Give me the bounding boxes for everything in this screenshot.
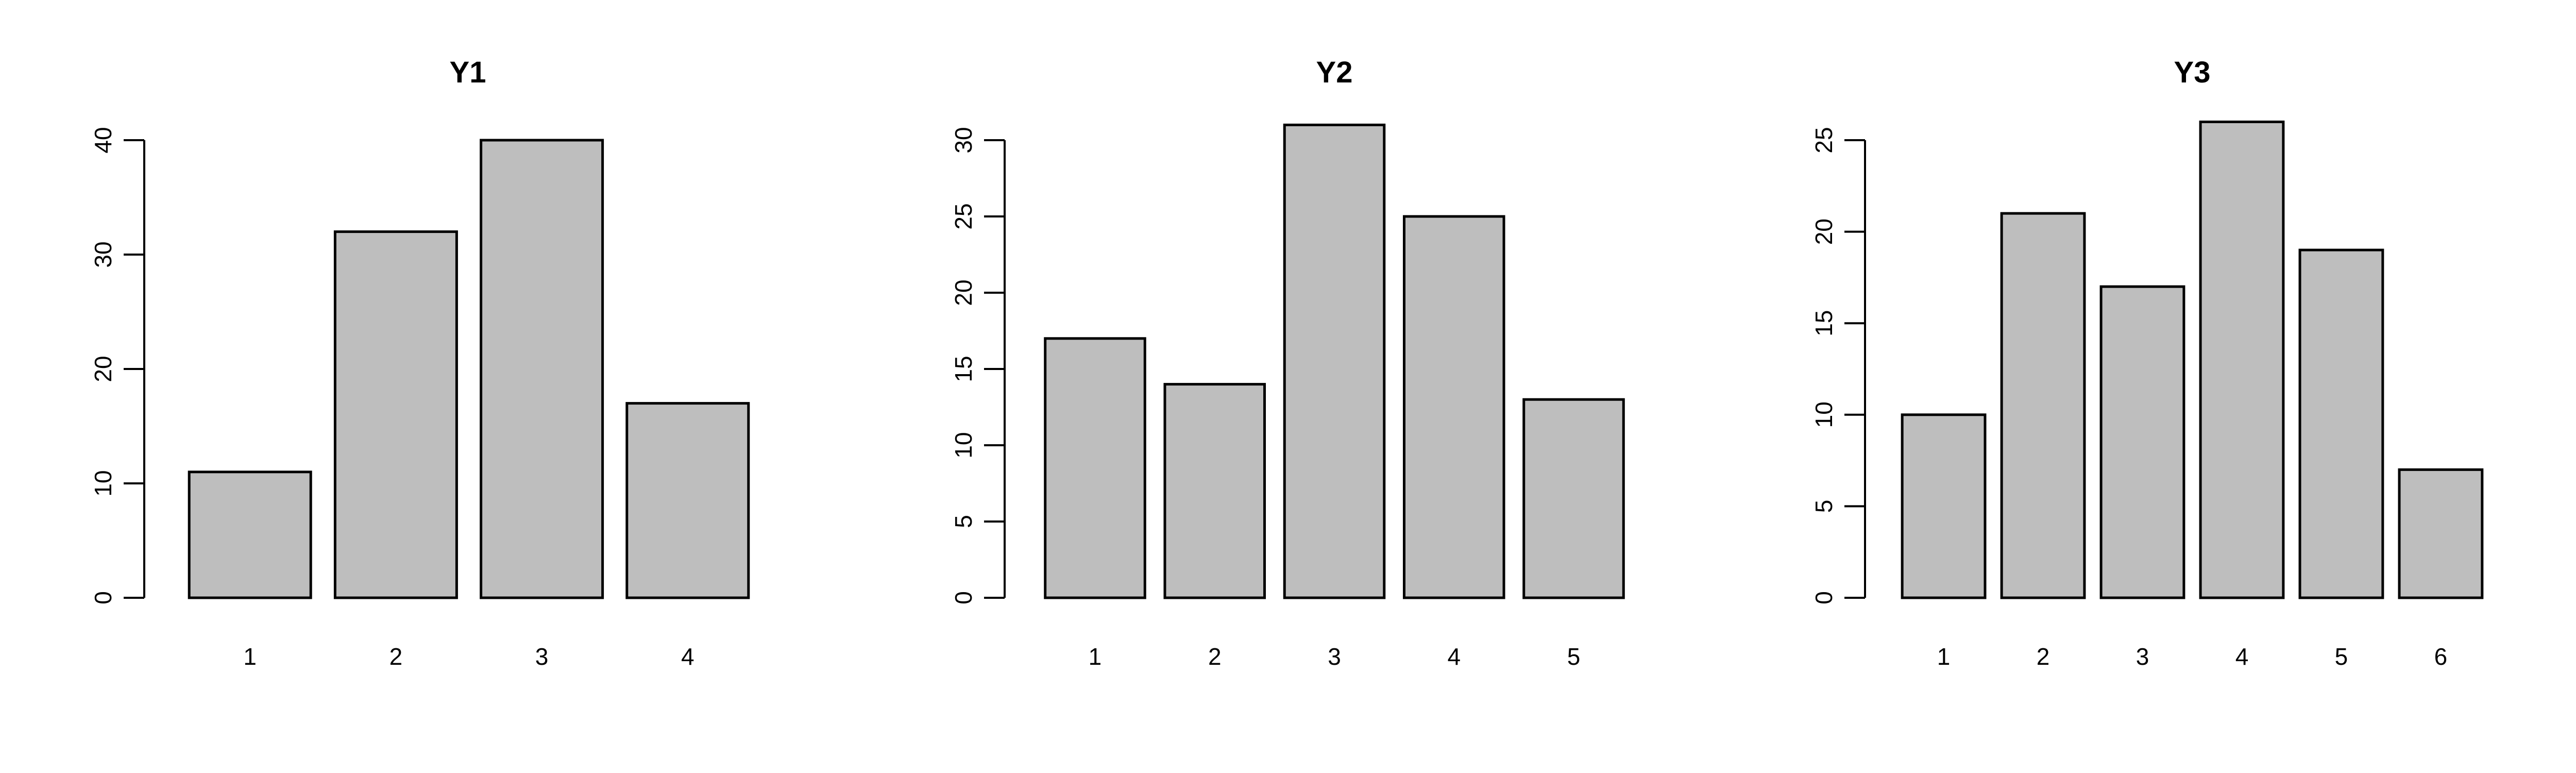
y-tick-label: 10 xyxy=(90,470,116,496)
x-category-label: 1 xyxy=(243,643,257,670)
chart-panel-2: Y2 0 5 10 15 20 25 30 1 2 3 4 5 xyxy=(950,56,1625,670)
y-tick-label: 20 xyxy=(90,356,116,382)
x-category-label: 3 xyxy=(2136,643,2149,670)
y-tick-label: 30 xyxy=(950,127,977,153)
y-tick-label: 10 xyxy=(950,432,977,458)
x-category-label: 6 xyxy=(2434,643,2448,670)
x-category-label: 4 xyxy=(2235,643,2249,670)
chart-title: Y3 xyxy=(2174,56,2211,89)
bar-4 xyxy=(2199,120,2285,599)
x-category-label: 5 xyxy=(2335,643,2348,670)
chart-title: Y1 xyxy=(450,56,486,89)
chart-panel-3: Y3 0 5 10 15 20 25 1 2 3 4 5 6 xyxy=(1810,56,2484,670)
y-tick-label: 25 xyxy=(950,203,977,229)
bar-4 xyxy=(1402,215,1505,599)
x-category-label: 1 xyxy=(1937,643,1951,670)
x-category-label: 5 xyxy=(1567,643,1581,670)
bar-5 xyxy=(1522,398,1625,599)
bar-1 xyxy=(1044,337,1146,599)
y-tick-label: 0 xyxy=(1810,591,1837,604)
y-tick-label: 25 xyxy=(1810,127,1837,153)
x-category-label: 3 xyxy=(1328,643,1341,670)
y-tick-label: 40 xyxy=(90,127,116,153)
bar-2 xyxy=(2000,212,2086,599)
y-tick-label: 30 xyxy=(90,241,116,267)
bar-2 xyxy=(1163,383,1266,599)
y-tick-label: 0 xyxy=(90,591,116,604)
bar-5 xyxy=(2298,248,2384,599)
bar-1 xyxy=(1901,413,1987,599)
y-tick-label: 0 xyxy=(950,591,977,604)
y-tick-label: 5 xyxy=(1810,500,1837,513)
x-category-label: 1 xyxy=(1089,643,1102,670)
x-category-label: 2 xyxy=(1208,643,1222,670)
x-category-label: 4 xyxy=(1447,643,1461,670)
x-category-label: 4 xyxy=(681,643,694,670)
y-tick-label: 15 xyxy=(1810,310,1837,337)
bar-3 xyxy=(2099,285,2185,599)
x-category-label: 2 xyxy=(2037,643,2050,670)
y-tick-label: 10 xyxy=(1810,401,1837,428)
chart-title: Y2 xyxy=(1316,56,1353,89)
y-tick-label: 20 xyxy=(1810,219,1837,245)
bar-2 xyxy=(333,230,458,599)
x-category-label: 3 xyxy=(535,643,549,670)
bar-4 xyxy=(625,402,750,599)
y-tick-label: 15 xyxy=(950,356,977,382)
chart-panel-1: Y1 0 10 20 30 40 1 2 3 4 xyxy=(90,56,750,670)
bar-3 xyxy=(1283,123,1386,599)
y-tick-label: 20 xyxy=(950,279,977,306)
y-tick-label: 5 xyxy=(950,515,977,528)
x-category-label: 2 xyxy=(389,643,403,670)
bar-3 xyxy=(480,139,604,599)
bar-6 xyxy=(2398,468,2484,599)
bar-1 xyxy=(188,470,312,599)
